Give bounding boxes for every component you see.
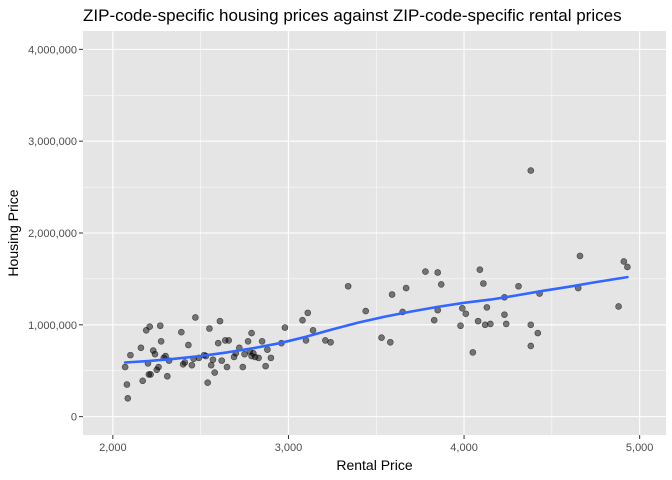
x-tick-label: 4,000 [450, 442, 478, 454]
y-axis-label: Housing Price [5, 189, 21, 276]
data-point [527, 342, 535, 350]
data-point [527, 321, 535, 329]
data-point [459, 304, 466, 312]
data-point [262, 362, 269, 370]
data-point [327, 338, 334, 346]
data-point [402, 284, 410, 292]
data-point [156, 322, 164, 330]
x-tick-label: 2,000 [99, 442, 127, 454]
y-tick-label: 0 [71, 412, 77, 424]
data-point [151, 350, 159, 358]
data-point [223, 363, 231, 371]
data-point [480, 280, 487, 287]
data-point [387, 338, 394, 346]
data-point [304, 309, 312, 317]
data-point [216, 317, 224, 325]
y-tick-label: 3,000,000 [28, 136, 77, 148]
data-point [211, 369, 219, 376]
data-point [214, 339, 222, 347]
data-point [185, 341, 192, 349]
data-point [534, 329, 542, 337]
data-point [527, 167, 535, 174]
data-point [137, 344, 145, 352]
data-point [155, 363, 162, 371]
data-point [139, 377, 147, 385]
data-point [576, 252, 584, 260]
data-point [192, 314, 199, 321]
data-point [255, 354, 262, 362]
data-point [146, 323, 154, 330]
data-point [299, 316, 306, 324]
data-point [264, 346, 271, 353]
data-point [422, 268, 429, 275]
x-axis-label: Rental Price [336, 457, 412, 473]
data-point [121, 363, 129, 371]
y-tick-label: 4,000,000 [28, 44, 77, 56]
data-point [457, 322, 464, 330]
x-tick-label: 5,000 [626, 442, 654, 454]
data-point [502, 320, 510, 328]
data-point [248, 329, 255, 337]
data-point [218, 357, 226, 364]
data-point [309, 327, 317, 334]
smooth-trend-line [123, 275, 629, 364]
grid-lines [83, 31, 666, 435]
data-point [501, 311, 508, 319]
data-point [209, 356, 217, 364]
data-point [206, 325, 213, 332]
data-point [163, 372, 171, 380]
chart-title: ZIP-code-specific housing prices against… [83, 6, 622, 25]
axis-ticks: 2,000 3,000 4,000 5,000 0 1,000,000 2,000,000 3… [28, 44, 653, 454]
data-point [258, 338, 266, 345]
data-point [281, 324, 289, 331]
data-point [241, 350, 248, 358]
data-point [378, 334, 385, 341]
data-point [615, 303, 622, 310]
data-point [434, 269, 442, 276]
data-point [124, 394, 132, 402]
data-point [388, 291, 396, 298]
data-point [225, 337, 233, 344]
x-tick-label: 3,000 [275, 442, 303, 454]
data-point [181, 359, 189, 366]
data-point [267, 354, 275, 362]
data-point [430, 316, 438, 324]
data-point [487, 320, 494, 328]
data-point [476, 266, 484, 274]
data-point [515, 282, 522, 290]
data-point [483, 304, 491, 311]
data-point [244, 338, 252, 345]
data-point [362, 307, 370, 315]
data-point [127, 351, 134, 359]
data-point [437, 281, 445, 288]
data-point [344, 282, 352, 290]
data-point [157, 338, 165, 345]
data-point [620, 258, 628, 265]
data-point [178, 328, 185, 336]
data-point [624, 263, 631, 271]
data-point [462, 310, 470, 318]
data-point [123, 381, 131, 388]
data-point [204, 379, 211, 386]
data-point [469, 349, 477, 356]
data-point [147, 371, 154, 378]
data-point [188, 361, 196, 369]
y-tick-label: 2,000,000 [28, 228, 77, 240]
y-tick-label: 1,000,000 [28, 320, 77, 332]
data-point [239, 363, 247, 371]
data-point [474, 317, 482, 325]
data-point [207, 361, 215, 369]
